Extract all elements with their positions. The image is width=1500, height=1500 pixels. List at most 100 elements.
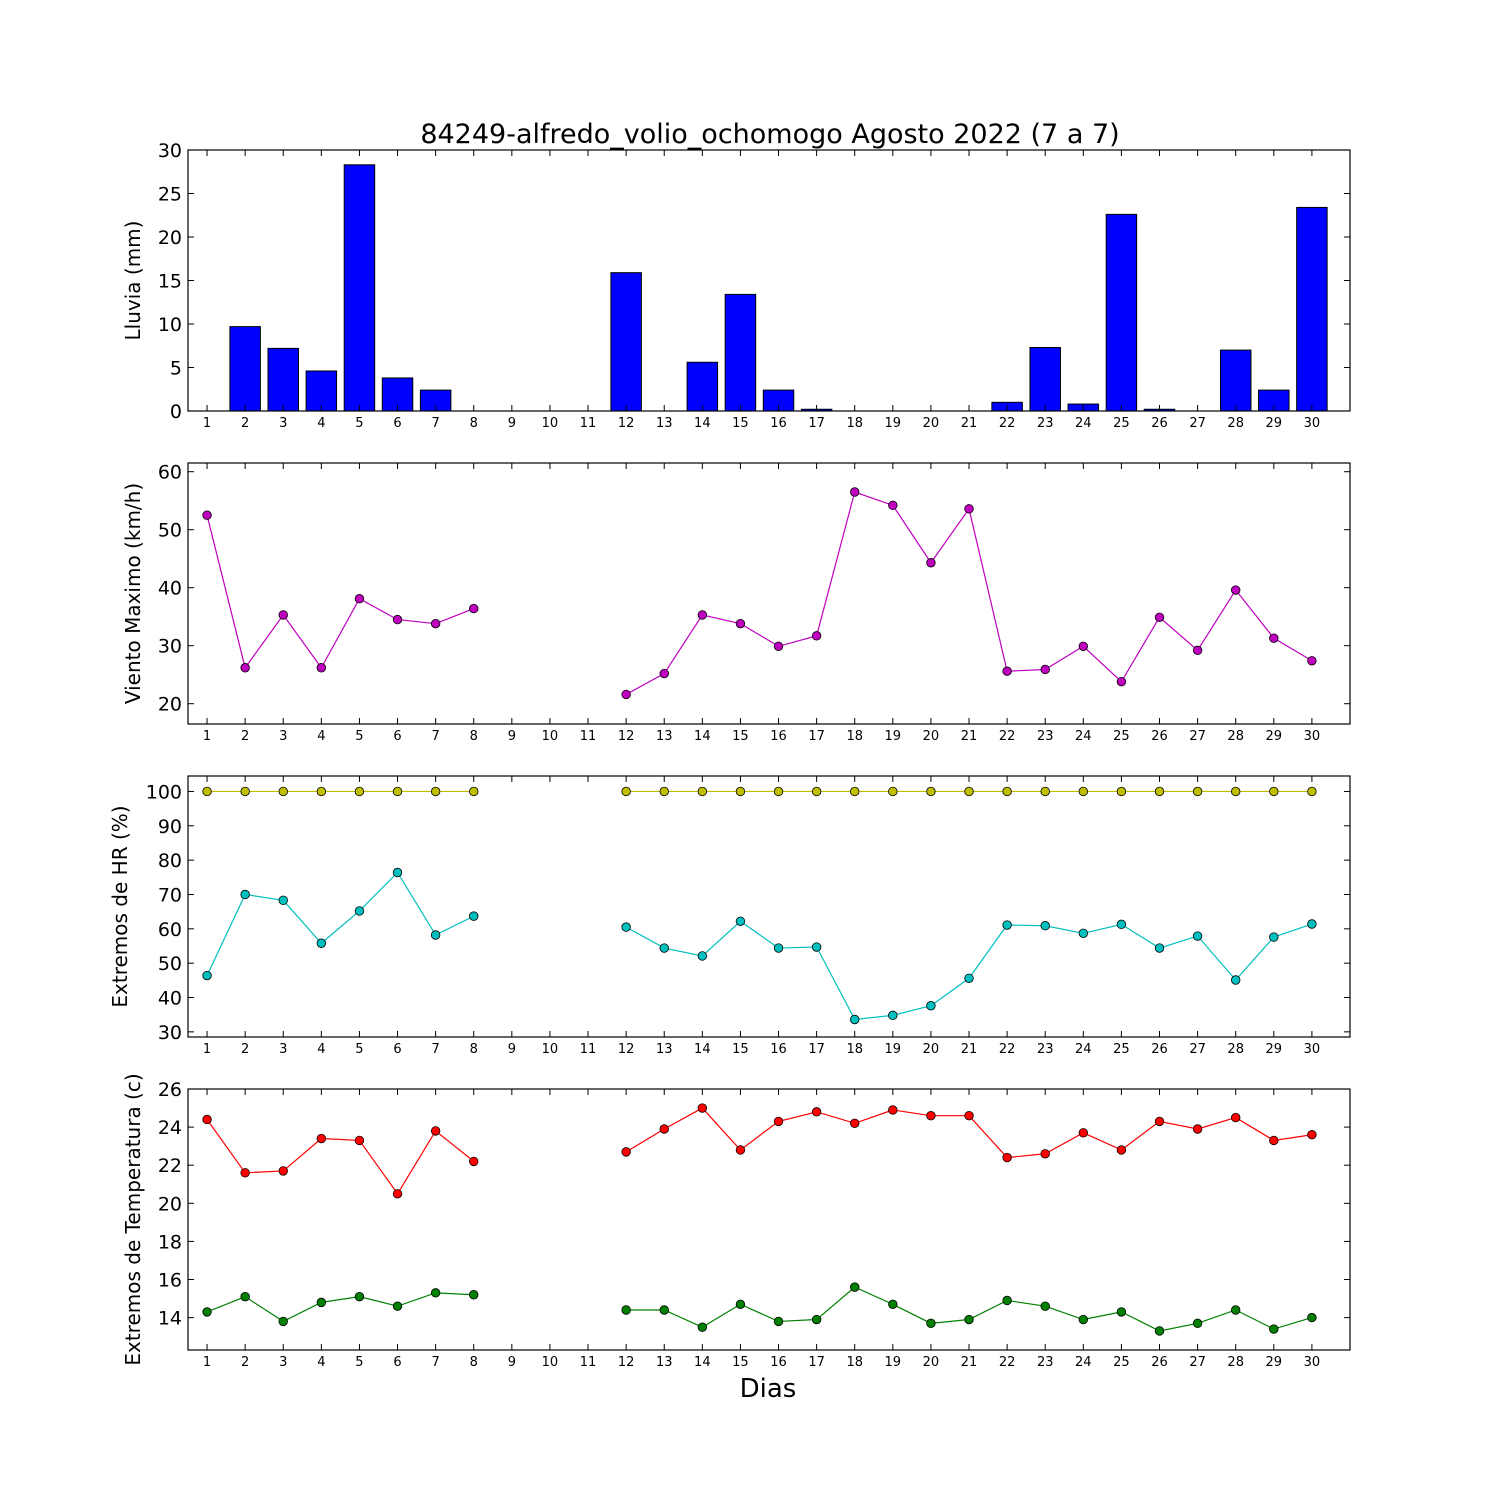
x-tick-label: 9: [508, 1042, 516, 1057]
series-1-point-day-1: [202, 510, 212, 520]
x-tick-label: 26: [1151, 416, 1168, 431]
series-1-line: [625, 491, 1313, 695]
x-tick-label: 4: [317, 416, 325, 431]
series-1-point-day-25: [1116, 1145, 1127, 1155]
x-tick-label: 3: [279, 1042, 287, 1057]
y-tick-label: 20: [158, 227, 182, 249]
x-tick-label: 17: [808, 729, 825, 744]
x-tick-label: 11: [580, 1042, 597, 1057]
series-1-point-day-12: [621, 689, 631, 700]
x-tick-label: 7: [431, 729, 439, 744]
series-1-point-day-4: [316, 1133, 327, 1144]
series-2-line: [206, 871, 475, 976]
series-2-point-day-16: [773, 943, 784, 953]
x-tick-label: 26: [1151, 729, 1168, 744]
x-tick-label: 12: [618, 1042, 635, 1057]
series-1-point-day-28: [1230, 786, 1241, 797]
series-1-line: [206, 515, 474, 670]
x-tick-label: 20: [923, 1042, 940, 1057]
series-2-point-day-22: [1002, 1295, 1012, 1306]
x-tick-label: 24: [1075, 1355, 1092, 1370]
series-1-point-day-19: [888, 786, 898, 797]
series-2-point-day-25: [1116, 1307, 1127, 1317]
series-2-point-day-23: [1040, 1301, 1050, 1311]
x-tick-label: 28: [1227, 729, 1244, 744]
bar-day-14: [686, 361, 719, 412]
series-1-point-day-27: [1192, 786, 1203, 797]
x-tick-label: 12: [618, 416, 635, 431]
bar-day-3: [267, 347, 299, 412]
series-2-point-day-20: [926, 1001, 936, 1011]
x-tick-label: 17: [808, 1355, 825, 1370]
series-2-line: [626, 1286, 1313, 1332]
x-tick-label: 24: [1075, 1042, 1092, 1057]
x-tick-label: 12: [618, 729, 635, 744]
x-tick-label: 23: [1037, 1355, 1054, 1370]
y-tick-label: 50: [158, 953, 182, 975]
x-tick-label: 20: [923, 416, 940, 431]
series-1-point-day-13: [659, 1124, 669, 1134]
series-2-point-day-17: [811, 1314, 822, 1325]
series-1-point-day-2: [240, 1168, 250, 1178]
x-tick-label: 27: [1189, 1355, 1206, 1370]
y-tick-label: 20: [158, 694, 182, 716]
series-1-point-day-25: [1116, 676, 1127, 687]
y-tick-label: 18: [158, 1231, 182, 1253]
series-2-point-day-6: [392, 1301, 403, 1311]
series-2-point-day-21: [964, 973, 974, 983]
panel-frame: [187, 775, 1351, 1038]
series-2-point-day-13: [659, 943, 669, 953]
x-tick-label: 21: [961, 416, 978, 431]
x-tick-label: 25: [1113, 1355, 1130, 1370]
x-tick-label: 25: [1113, 729, 1130, 744]
x-tick-label: 14: [694, 416, 711, 431]
series-2-point-day-8: [469, 1290, 479, 1300]
bar-day-15: [724, 293, 757, 412]
x-tick-label: 11: [580, 1355, 597, 1370]
series-1-point-day-23: [1040, 1149, 1050, 1159]
series-2-line: [206, 1292, 474, 1323]
x-tick-label: 22: [999, 1355, 1016, 1370]
x-tick-label: 15: [732, 1042, 749, 1057]
series-2-point-day-27: [1192, 1318, 1203, 1329]
series-2-point-day-15: [735, 1299, 746, 1309]
series-2-point-day-22: [1002, 920, 1012, 930]
x-tick-label: 26: [1151, 1042, 1168, 1057]
x-tick-label: 25: [1113, 416, 1130, 431]
x-tick-label: 3: [279, 1355, 287, 1370]
x-tick-label: 9: [508, 416, 516, 431]
series-1-point-day-20: [926, 786, 936, 797]
x-tick-label: 3: [279, 416, 287, 431]
x-tick-label: 28: [1227, 1042, 1244, 1057]
x-tick-label: 14: [694, 729, 711, 744]
series-2-point-day-14: [697, 951, 708, 961]
x-tick-label: 5: [355, 1355, 363, 1370]
x-tick-label: 27: [1189, 416, 1206, 431]
series-1-point-day-1: [202, 1114, 212, 1125]
series-2-point-day-12: [621, 922, 631, 932]
series-1-point-day-17: [811, 1107, 822, 1117]
series-2-point-day-13: [659, 1305, 669, 1315]
y-tick-label: 80: [158, 850, 182, 872]
x-tick-label: 13: [656, 1042, 673, 1057]
x-tick-label: 10: [542, 729, 559, 744]
series-2-point-day-26: [1154, 1326, 1165, 1336]
x-tick-label: 18: [846, 416, 863, 431]
x-tick-label: 6: [393, 416, 401, 431]
series-2-point-day-5: [354, 906, 365, 916]
series-2-point-day-25: [1116, 919, 1127, 930]
series-1-point-day-14: [697, 1103, 708, 1113]
series-1-point-day-3: [278, 610, 288, 620]
x-tick-label: 30: [1304, 729, 1321, 744]
bar-day-2: [229, 326, 261, 412]
series-1-point-day-17: [811, 631, 822, 641]
x-tick-label: 28: [1227, 1355, 1244, 1370]
x-tick-label: 6: [393, 729, 401, 744]
series-1-point-day-8: [469, 603, 479, 614]
x-tick-label: 9: [508, 729, 516, 744]
x-tick-label: 8: [470, 729, 478, 744]
y-axis-label: Lluvia (mm): [121, 221, 145, 341]
